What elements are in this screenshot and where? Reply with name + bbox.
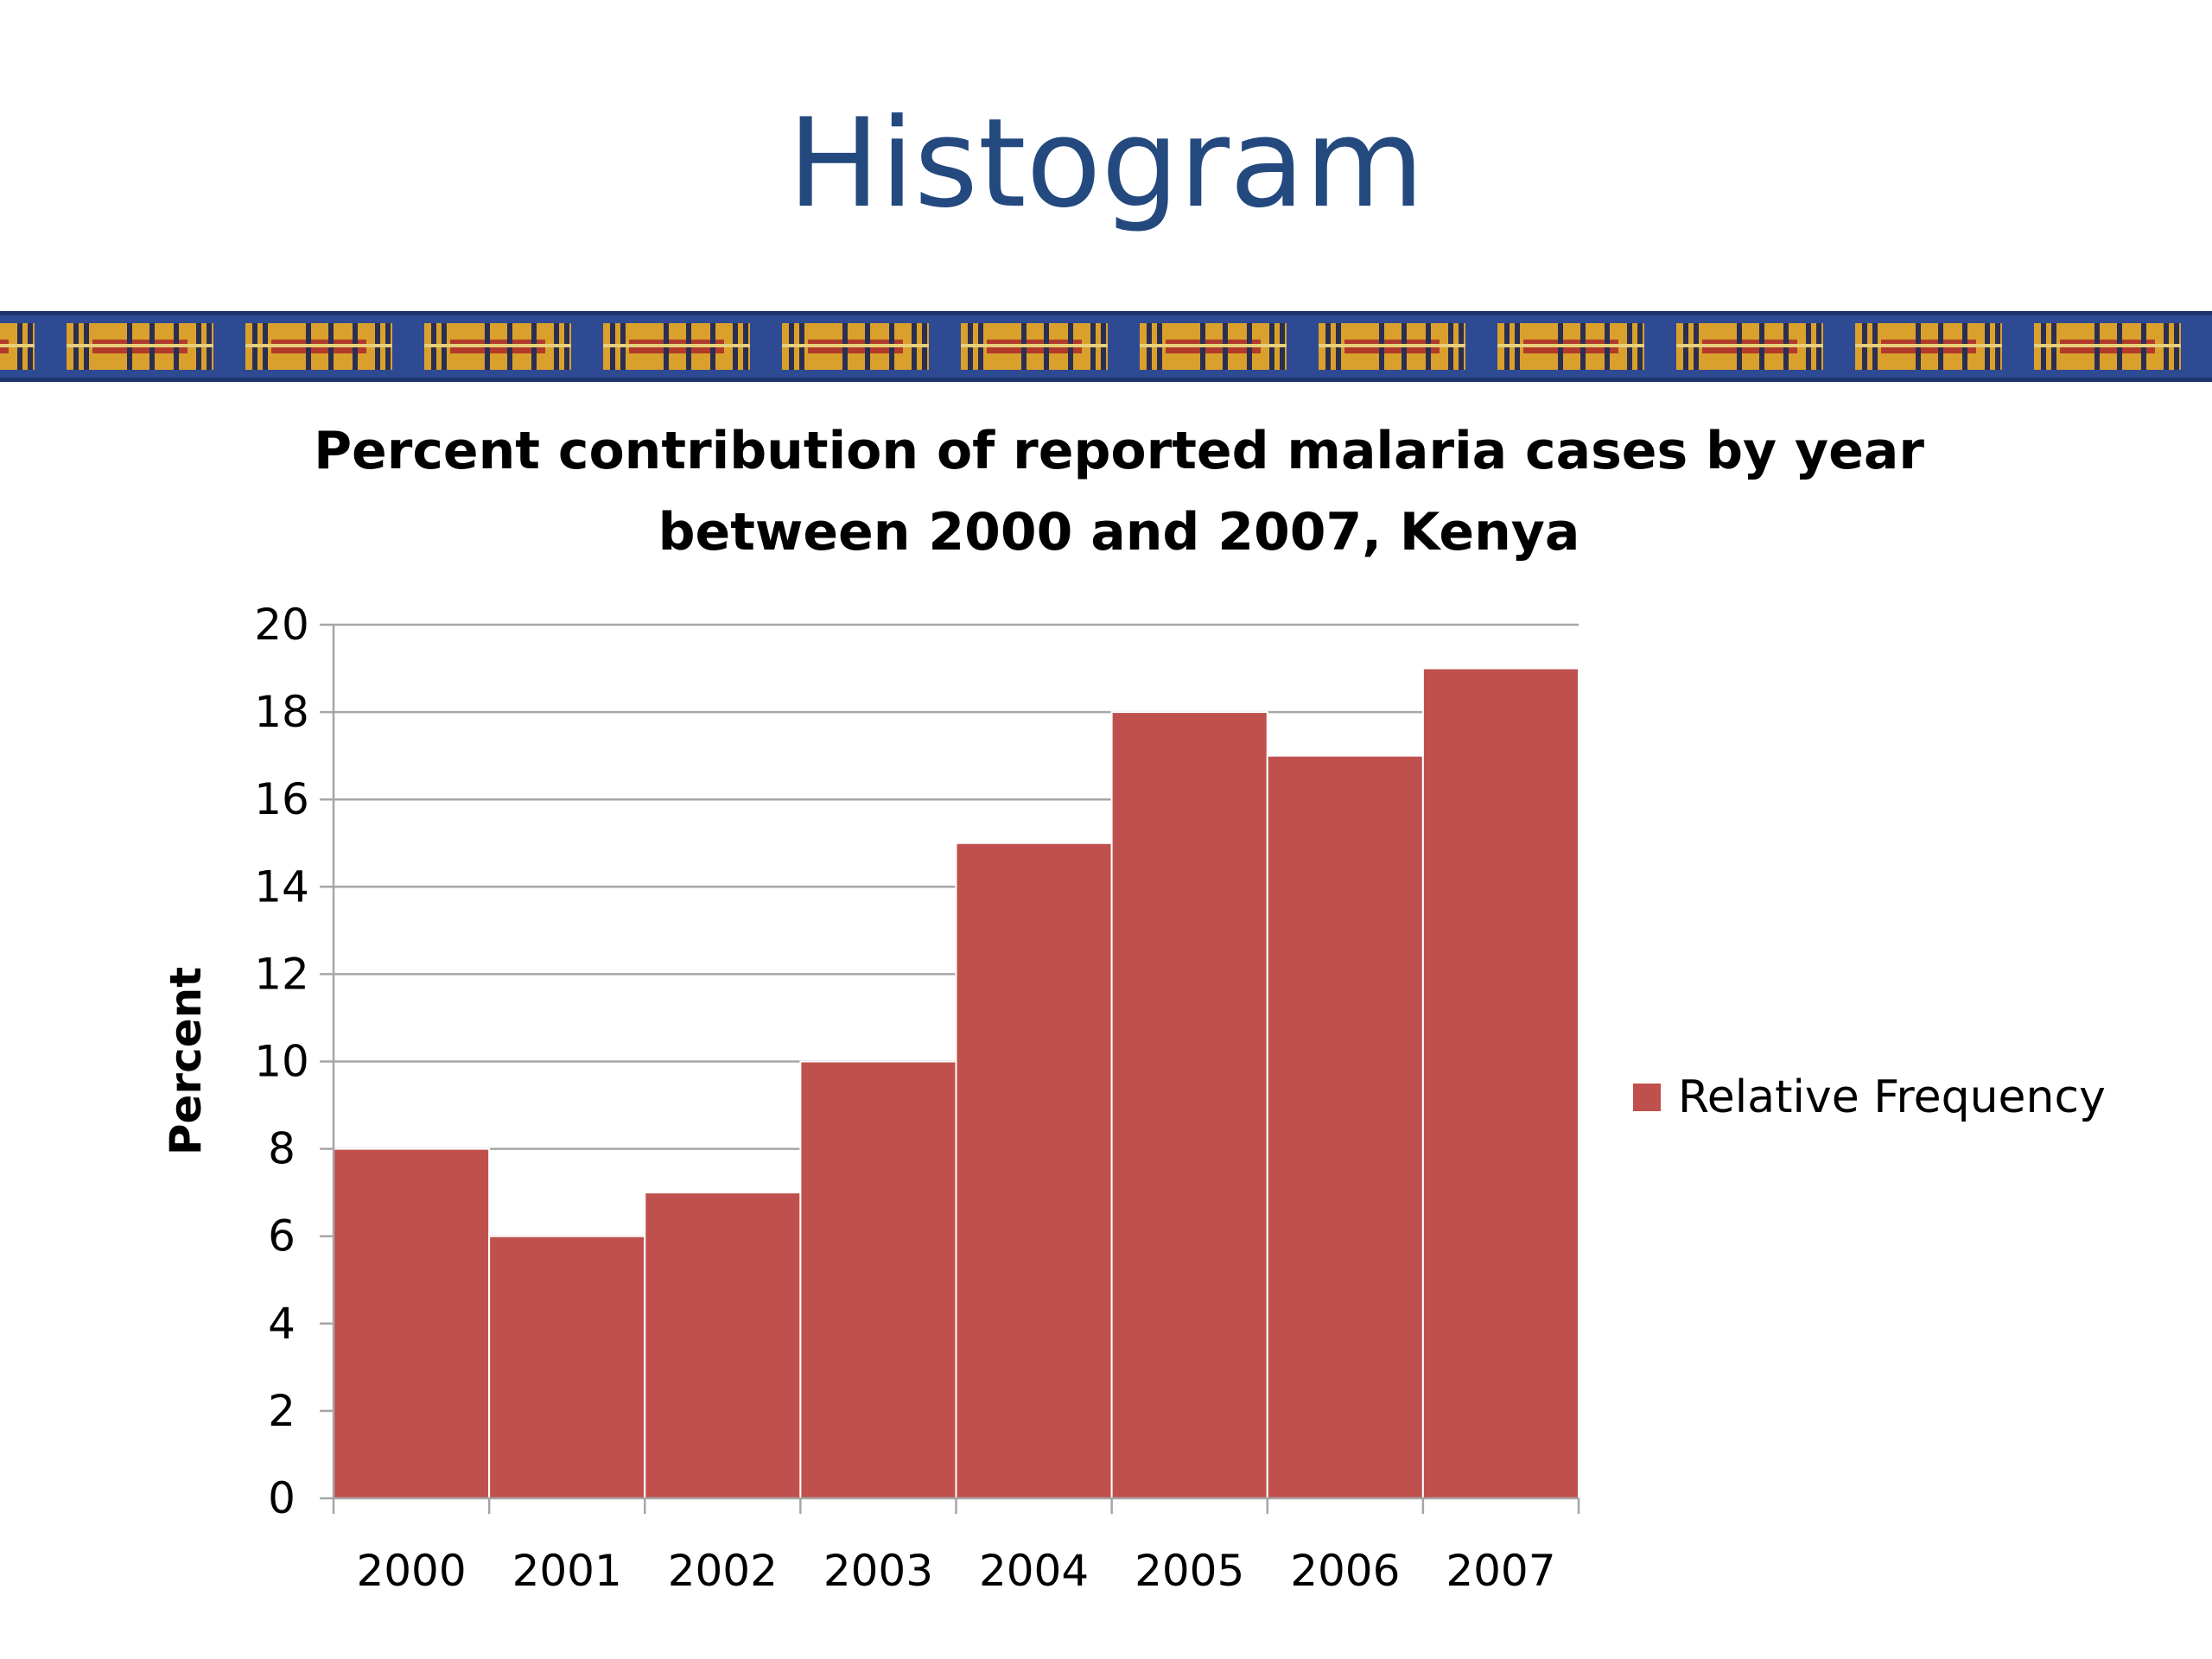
chart-title-line-2: between 2000 and 2007, Kenya [658, 502, 1580, 563]
y-tick-label: 6 [268, 1211, 296, 1262]
bar-2002 [644, 1192, 802, 1500]
x-tick-label: 2002 [668, 1546, 778, 1596]
x-tick-label: 2003 [823, 1546, 933, 1596]
banner-motif [2034, 323, 2181, 370]
bar-2007 [1421, 667, 1580, 1499]
y-tick-labels: 0 2 4 6 8 10 12 14 16 18 20 [254, 600, 309, 1523]
y-tick-label: 8 [268, 1124, 296, 1174]
banner-motif [603, 323, 750, 370]
x-tick-label: 2000 [356, 1546, 466, 1596]
x-tick-labels: 2000 2001 2002 2003 2004 2005 2006 2007 [356, 1546, 1555, 1596]
slide-title: Histogram [787, 92, 1425, 235]
x-tick-label: 2006 [1290, 1546, 1400, 1596]
banner-motif [424, 323, 571, 370]
legend-swatch [1633, 1084, 1661, 1111]
banner-edge-top [0, 311, 2212, 315]
bar-2004 [955, 842, 1113, 1499]
x-tick-label: 2001 [512, 1546, 622, 1596]
bar-2000 [333, 1147, 491, 1499]
banner-motif [1319, 323, 1465, 370]
kente-banner [0, 311, 2212, 382]
y-tick-label: 4 [268, 1299, 296, 1349]
y-tick-label: 2 [268, 1386, 296, 1436]
x-tick-label: 2005 [1135, 1546, 1244, 1596]
banner-motif [1140, 323, 1287, 370]
chart-title: Percent contribution of reported malaria… [259, 410, 1979, 573]
chart-title-line-1: Percent contribution of reported malaria… [314, 421, 1924, 481]
y-tick-label: 20 [254, 600, 309, 650]
banner-motif [1497, 323, 1644, 370]
bar-2005 [1110, 711, 1268, 1499]
x-tick-label: 2004 [979, 1546, 1089, 1596]
y-tick-label: 18 [254, 687, 309, 737]
axes [320, 625, 1580, 1514]
bars [333, 667, 1580, 1500]
x-tick-label: 2007 [1446, 1546, 1555, 1596]
y-tick-label: 16 [254, 774, 309, 824]
bar-2006 [1266, 754, 1424, 1499]
banner-motif [245, 323, 392, 370]
y-tick-label: 14 [254, 861, 309, 912]
bar-2003 [799, 1060, 957, 1499]
bar-2001 [488, 1235, 646, 1499]
banner-motif [0, 323, 35, 370]
y-tick-label: 10 [254, 1037, 309, 1087]
y-tick-label: 12 [254, 949, 309, 999]
banner-motif [1855, 323, 2002, 370]
legend-label: Relative Frequency [1678, 1071, 2106, 1123]
banner-motif [961, 323, 1108, 370]
y-axis-label: Percent [161, 967, 211, 1155]
banner-motif [1676, 323, 1823, 370]
banner-motif [782, 323, 929, 370]
legend: Relative Frequency [1633, 1067, 2106, 1128]
banner-pattern [0, 311, 2212, 382]
banner-motif [67, 323, 213, 370]
banner-edge-bottom [0, 378, 2212, 382]
y-tick-label: 0 [268, 1473, 296, 1523]
